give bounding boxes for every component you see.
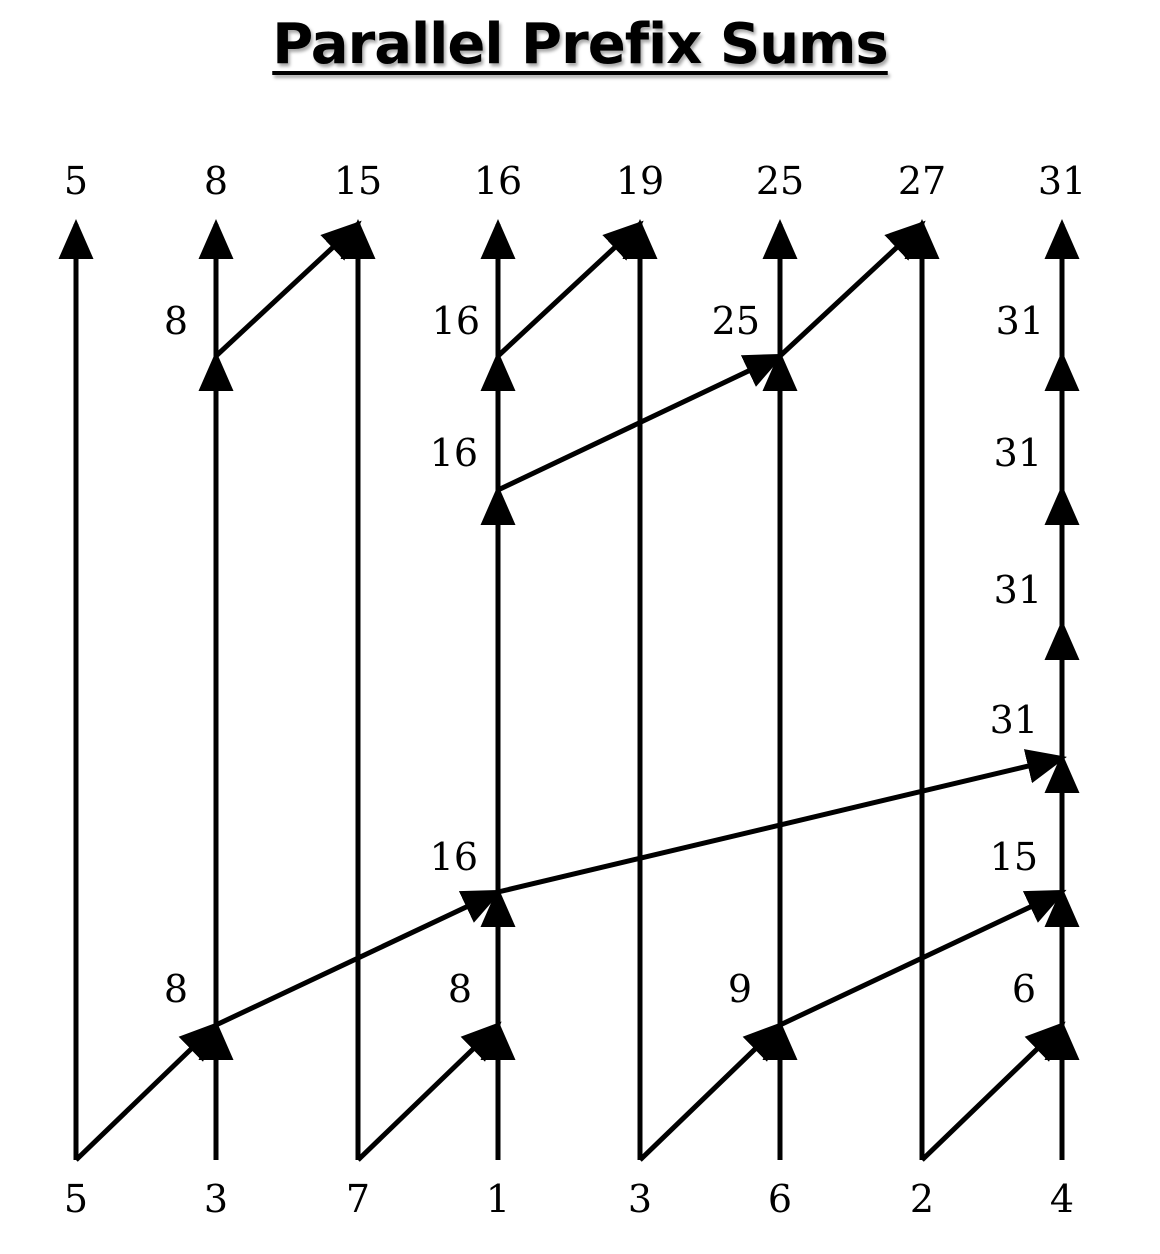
node-value-d-7-b: 31: [994, 431, 1042, 475]
diag-up-0-1: [74, 1021, 220, 1162]
output-value-5: 25: [756, 159, 804, 203]
output-value-2: 15: [334, 159, 382, 203]
diag-up-6-7: [920, 1021, 1066, 1162]
output-value-4: 19: [616, 159, 664, 203]
diag-down-3-4: [496, 220, 644, 358]
node-value-l1-7: 6: [1012, 967, 1036, 1011]
node-value-l2-7: 15: [990, 835, 1038, 879]
node-value-d-1: 8: [164, 299, 188, 343]
node-value-d-3-b: 16: [432, 299, 480, 343]
input-value-4: 3: [628, 1177, 652, 1221]
output-value-3: 16: [474, 159, 522, 203]
diag-up-5-7: [778, 889, 1067, 1028]
output-value-7: 31: [1038, 159, 1086, 203]
diag-down-3-5: [496, 353, 785, 493]
diag-up-4-5: [638, 1021, 784, 1162]
input-value-2: 7: [346, 1177, 370, 1221]
node-value-l1-5: 9: [728, 967, 752, 1011]
output-value-6: 27: [898, 159, 946, 203]
input-value-1: 3: [204, 1177, 228, 1221]
diag-up-1-3: [214, 889, 503, 1028]
diag-up-3-7: [497, 749, 1067, 895]
input-value-0: 5: [64, 1177, 88, 1221]
output-value-1: 8: [204, 159, 228, 203]
input-value-6: 2: [910, 1177, 934, 1221]
labels: 5 3 7 1 3 6 2 4 5 8 15 16 19 25 27 31 8 8 9 6 16 15 31 31 31 31 16…: [64, 159, 1086, 1221]
wires: [58, 219, 1080, 1162]
node-value-d-5: 25: [712, 299, 760, 343]
output-value-0: 5: [64, 159, 88, 203]
node-value-l1-3: 8: [448, 967, 472, 1011]
diag-down-1-2: [214, 220, 362, 358]
node-value-l1-1: 8: [164, 967, 188, 1011]
input-value-3: 1: [486, 1177, 510, 1221]
diag-down-5-6: [778, 220, 926, 358]
node-value-d-7-a: 31: [994, 568, 1042, 612]
diag-up-2-3: [356, 1021, 502, 1162]
node-value-l2-3: 16: [430, 835, 478, 879]
node-value-d-3-a: 16: [430, 431, 478, 475]
input-value-5: 6: [768, 1177, 792, 1221]
input-value-7: 4: [1050, 1177, 1074, 1221]
node-value-l3-7: 31: [990, 698, 1038, 742]
node-value-d-7-c: 31: [996, 299, 1044, 343]
page-title: Parallel Prefix Sums: [272, 12, 889, 77]
